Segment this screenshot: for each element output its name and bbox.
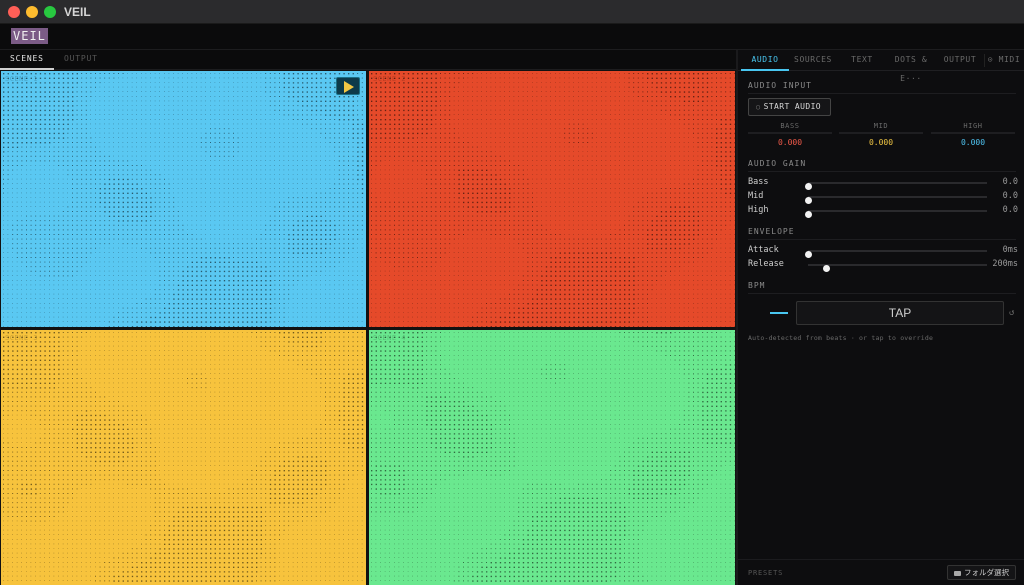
tab-midi[interactable]: ⊙ MIDI [987, 55, 1021, 64]
app-logo: VEIL [11, 28, 48, 44]
slider-mid-gain: Mid 0.0 [748, 191, 1018, 204]
tab-output-settings[interactable]: OUTPUT [943, 55, 977, 64]
section-divider [748, 293, 1016, 294]
folder-icon [954, 570, 961, 576]
slider-thumb[interactable] [805, 211, 812, 218]
meter-label: BASS [780, 122, 800, 130]
slider-thumb[interactable] [805, 251, 812, 258]
section-divider [748, 171, 1016, 172]
section-divider [748, 93, 1016, 94]
slider-value: 0.0 [1002, 191, 1018, 201]
slider-track[interactable] [805, 250, 987, 258]
slider-value: 200ms [992, 259, 1018, 269]
slider-value: 0.0 [1002, 177, 1018, 187]
select-folder-label: フォルダ選択 [964, 568, 1009, 577]
control-panel: AUDIO SOURCES TEXT DOTS & E··· OUTPUT ⊙ … [738, 50, 1024, 585]
meter-value: 0.000 [777, 138, 803, 147]
scene-dot-pattern [369, 330, 735, 585]
play-icon [344, 81, 354, 93]
play-button[interactable] [336, 77, 360, 95]
slider-value: 0ms [1002, 245, 1018, 255]
scene-tile-4[interactable]: SCENE 4 [369, 330, 735, 585]
presets-label: PRESETS [748, 569, 784, 577]
bpm-hint: Auto-detected from beats · or tap to ove… [748, 334, 934, 342]
meter-value: 0.000 [868, 138, 894, 147]
tab-output[interactable]: OUTPUT [64, 54, 98, 63]
tab-separator [984, 54, 985, 67]
slider-attack: Attack 0ms [748, 245, 1018, 258]
slider-track[interactable] [805, 182, 987, 190]
slider-track[interactable] [808, 264, 987, 272]
minimize-window-button[interactable] [26, 6, 38, 18]
slider-release: Release 200ms [748, 259, 1018, 272]
envelope-heading: ENVELOPE [748, 227, 795, 236]
scene-label: SCENE 2 [373, 75, 407, 83]
meter-label: MID [873, 122, 889, 130]
meter-bass: BASS 0.000 [748, 122, 832, 152]
meter-value: 0.000 [960, 138, 986, 147]
slider-label: High [748, 205, 769, 215]
start-audio-label: START AUDIO [763, 102, 822, 111]
scene-grid: SCENE 1 SCENE 2 SCENE 3 SCENE 4 [0, 70, 736, 585]
slider-bass-gain: Bass 0.0 [748, 177, 1018, 190]
slider-label: Release [748, 259, 784, 269]
tab-text[interactable]: TEXT [851, 55, 873, 64]
meter-bar [931, 132, 1015, 134]
scene-label: SCENE 3 [5, 334, 39, 342]
scene-tile-1[interactable]: SCENE 1 [1, 71, 366, 327]
section-divider [748, 239, 1016, 240]
scene-dot-pattern [1, 71, 366, 327]
tab-scenes[interactable]: SCENES [0, 50, 54, 70]
slider-thumb[interactable] [805, 197, 812, 204]
slider-thumb[interactable] [822, 265, 830, 272]
meter-bar [839, 132, 923, 134]
scene-dot-pattern [1, 330, 366, 585]
slider-high-gain: High 0.0 [748, 205, 1018, 218]
window-title: VEIL [64, 5, 91, 19]
slider-label: Attack [748, 245, 779, 255]
slider-label: Mid [748, 191, 764, 201]
panel-tabs: AUDIO SOURCES TEXT DOTS & E··· OUTPUT ⊙ … [738, 50, 1024, 83]
scene-label: SCENE 4 [373, 334, 407, 342]
scene-dot-pattern [369, 71, 735, 327]
scene-tabs: SCENES OUTPUT [0, 50, 736, 70]
close-window-button[interactable] [8, 6, 20, 18]
audio-gain-heading: AUDIO GAIN [748, 159, 807, 168]
presets-footer: PRESETS フォルダ選択 [738, 559, 1024, 585]
tab-audio[interactable]: AUDIO [741, 50, 789, 71]
meter-high: HIGH 0.000 [931, 122, 1015, 152]
tap-tempo-button[interactable]: TAP [796, 301, 1004, 325]
tab-dots-effects[interactable]: DOTS & E··· [894, 55, 928, 83]
reset-bpm-icon[interactable]: ↺ [1009, 308, 1015, 318]
bpm-heading: BPM [748, 281, 766, 290]
bpm-readout [770, 312, 788, 314]
meter-mid: MID 0.000 [839, 122, 923, 152]
start-audio-button[interactable]: ○ START AUDIO [748, 98, 831, 116]
slider-track[interactable] [805, 210, 987, 218]
slider-track[interactable] [805, 196, 987, 204]
scene-tile-3[interactable]: SCENE 3 [1, 330, 366, 585]
select-folder-button[interactable]: フォルダ選択 [947, 565, 1016, 580]
meter-label: HIGH [963, 122, 983, 130]
window-titlebar: VEIL [0, 0, 1024, 24]
app-header: VEIL [0, 24, 1024, 50]
scene-label: SCENE 1 [5, 75, 39, 83]
maximize-window-button[interactable] [44, 6, 56, 18]
slider-thumb[interactable] [805, 183, 812, 190]
tab-sources[interactable]: SOURCES [794, 55, 832, 64]
panel-divider[interactable] [736, 50, 738, 585]
slider-value: 0.0 [1002, 205, 1018, 215]
scene-tile-2[interactable]: SCENE 2 [369, 71, 735, 327]
audio-input-heading: AUDIO INPUT [748, 81, 812, 90]
meter-bar [748, 132, 832, 134]
slider-label: Bass [748, 177, 769, 187]
record-dot-icon: ○ [756, 103, 761, 111]
